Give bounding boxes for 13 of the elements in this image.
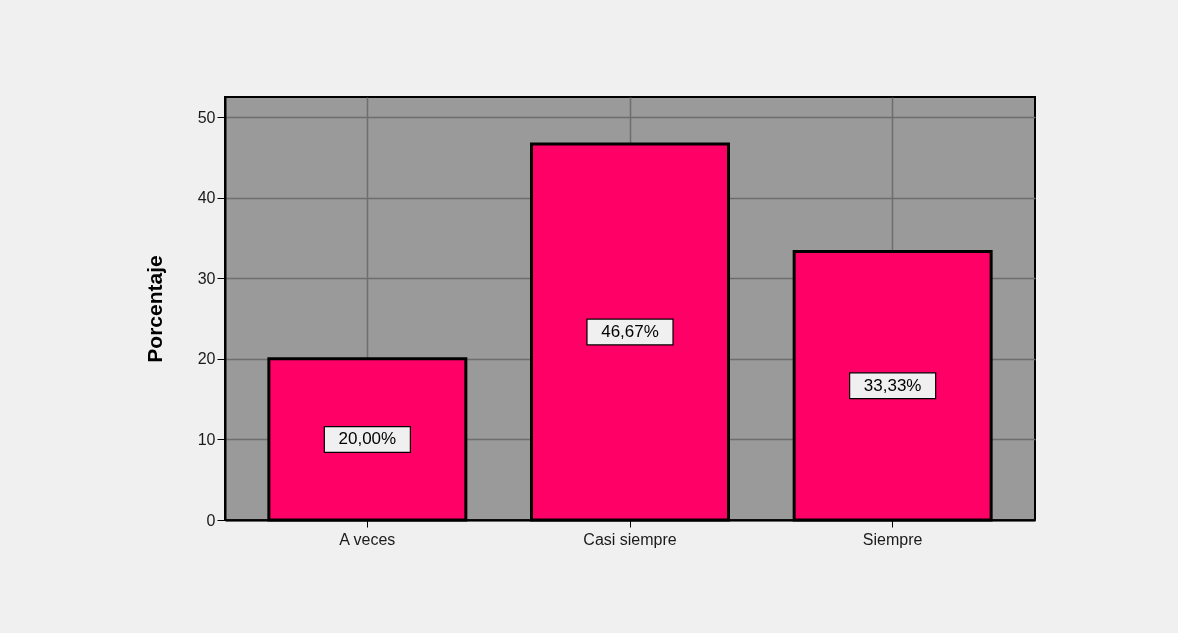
y-tick-label: 10 — [197, 430, 216, 448]
y-tick-label: 20 — [197, 350, 216, 368]
data-label: 20,00% — [338, 429, 397, 449]
x-tick-label: Siempre — [862, 530, 923, 548]
data-label: 46,67% — [601, 321, 659, 341]
y-tick-label: 50 — [197, 108, 216, 126]
data-label: 33,33% — [863, 375, 922, 395]
x-tick-label: Casi siempre — [583, 530, 677, 548]
y-tick-label: 0 — [206, 511, 216, 529]
y-axis-title: Porcentaje — [142, 255, 166, 363]
y-tick-label: 40 — [197, 189, 216, 207]
x-tick-label: A veces — [339, 530, 396, 548]
y-tick-label: 30 — [197, 269, 216, 287]
